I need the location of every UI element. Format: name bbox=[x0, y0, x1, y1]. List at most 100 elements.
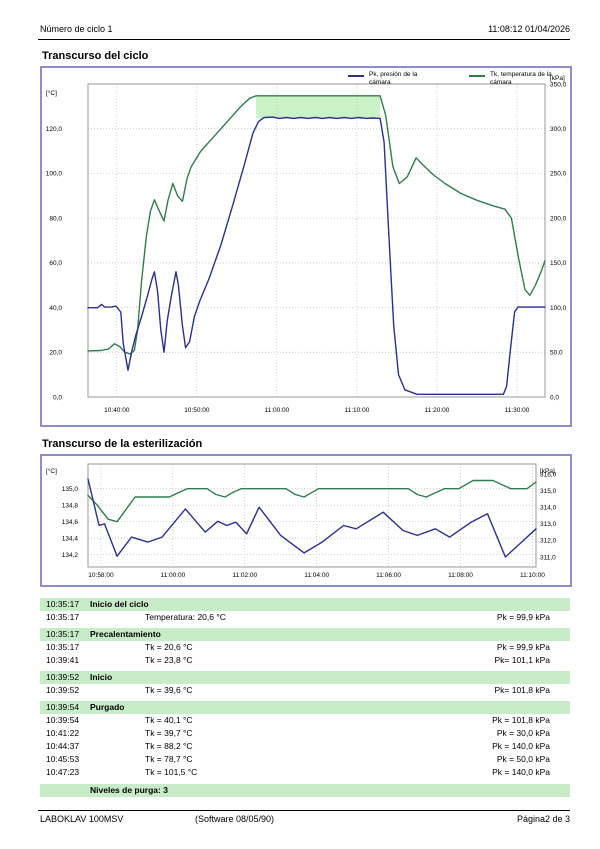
software-version: (Software 08/05/90) bbox=[195, 814, 275, 824]
x-tick-label: 11:00:00 bbox=[264, 407, 289, 414]
x-tick-label: 11:00:00 bbox=[160, 572, 185, 579]
phase-name: Purgado bbox=[90, 702, 125, 712]
legend-label: Tk, temperatura de la cámara bbox=[490, 71, 552, 86]
phase-time: 10:39:52 bbox=[46, 672, 80, 682]
left-tick-label: 40,0 bbox=[49, 305, 62, 312]
phase-header-row: 10:35:17 Inicio del ciclo bbox=[40, 598, 570, 611]
left-tick-label: 134,6 bbox=[62, 519, 79, 526]
event-temperature: Tk = 101,5 °C bbox=[145, 767, 198, 777]
legend-item: Tk, temperatura de la cámara bbox=[469, 71, 556, 87]
event-time: 10:39:41 bbox=[46, 655, 80, 665]
print-timestamp: 11:08:12 01/04/2026 bbox=[488, 24, 570, 34]
right-axis-unit: [kPa] bbox=[550, 75, 565, 82]
event-pressure: Pk = 30,0 kPa bbox=[496, 728, 550, 738]
event-row: 10:45:53 Tk = 78,7 °C Pk = 50,0 kPa bbox=[40, 753, 570, 766]
left-tick-label: 80,0 bbox=[49, 215, 62, 222]
event-time: 10:39:54 bbox=[46, 715, 80, 725]
left-tick-label: 135,0 bbox=[62, 486, 79, 493]
phase-name: Inicio del ciclo bbox=[90, 599, 149, 609]
phase-header-row: 10:39:52 Inicio bbox=[40, 671, 570, 684]
right-tick-label: 316,0 bbox=[540, 471, 557, 478]
right-tick-label: 300,0 bbox=[550, 126, 567, 133]
x-tick-label: 10:50:00 bbox=[184, 407, 210, 414]
legend-line-swatch bbox=[469, 75, 485, 77]
event-temperature: Tk = 78,7 °C bbox=[145, 754, 193, 764]
device-name: LABOKLAV 100MSV bbox=[40, 814, 124, 824]
x-tick-label: 10:40:00 bbox=[104, 407, 130, 414]
legend-label: Pk, presión de la cámara bbox=[369, 71, 418, 86]
event-temperature: Temperatura: 20,6 °C bbox=[145, 612, 226, 622]
sterilization-band bbox=[256, 95, 381, 119]
event-temperature: Tk = 40,1 °C bbox=[145, 715, 193, 725]
left-tick-label: 134,2 bbox=[62, 552, 79, 559]
x-tick-label: 11:10:00 bbox=[520, 572, 545, 579]
page-header: Número de ciclo 1 11:08:12 01/04/2026 bbox=[40, 24, 570, 34]
event-temperature: Tk = 39,7 °C bbox=[145, 728, 193, 738]
phase-header-row: 10:39:54 Purgado bbox=[40, 701, 570, 714]
legend-line-swatch bbox=[348, 75, 364, 77]
x-tick-label: 11:02:00 bbox=[232, 572, 257, 579]
right-tick-label: 312,0 bbox=[540, 538, 557, 545]
event-temperature: Tk = 39,6 °C bbox=[145, 685, 193, 695]
event-pressure: Pk = 101,8 kPa bbox=[492, 715, 550, 725]
event-pressure: Pk = 140,0 kPa bbox=[492, 767, 550, 777]
phase-name: Precalentamiento bbox=[90, 629, 161, 639]
cycle-number-label: Número de ciclo 1 bbox=[40, 24, 113, 34]
cycle-chart: Pk, presión de la cámara Tk, temperatura … bbox=[40, 66, 572, 427]
right-tick-label: 350,0 bbox=[550, 81, 567, 88]
event-row: 10:41:22 Tk = 39,7 °C Pk = 30,0 kPa bbox=[40, 727, 570, 740]
phase-time: 10:39:54 bbox=[46, 702, 80, 712]
header-divider bbox=[38, 39, 570, 40]
event-pressure: Pk = 50,0 kPa bbox=[496, 754, 550, 764]
right-tick-label: 50,0 bbox=[550, 350, 563, 357]
event-time: 10:35:17 bbox=[46, 612, 80, 622]
legend-item: Pk, presión de la cámara bbox=[348, 71, 435, 87]
x-tick-label: 11:06:00 bbox=[376, 572, 401, 579]
plot-border bbox=[87, 83, 546, 398]
sterilization-chart-title: Transcurso de la esterilización bbox=[42, 438, 203, 450]
event-log: 10:35:17 Inicio del ciclo 10:35:17 Temperat… bbox=[40, 594, 570, 797]
sterilization-chart: 134,2 134,4 134,6 134,8 135,0 311,0 312,0 313,0… bbox=[40, 454, 572, 587]
event-temperature: Tk = 23,8 °C bbox=[145, 655, 193, 665]
phase-header-row: 10:35:17 Precalentamiento bbox=[40, 628, 570, 641]
right-tick-label: 150,0 bbox=[550, 260, 567, 267]
event-temperature: Tk = 88,2 °C bbox=[145, 741, 193, 751]
event-time: 10:41:22 bbox=[46, 728, 80, 738]
right-tick-label: 314,0 bbox=[540, 504, 557, 511]
pressure-line bbox=[87, 478, 537, 558]
cycle-chart-title: Transcurso del ciclo bbox=[42, 50, 149, 62]
right-axis-unit: [kPa] bbox=[540, 468, 555, 475]
page-number: Página2 de 3 bbox=[516, 814, 570, 824]
event-row: 10:35:17 Temperatura: 20,6 °C Pk = 99,9 kP… bbox=[40, 611, 570, 624]
left-tick-label: 60,0 bbox=[49, 260, 62, 267]
event-pressure: Pk = 99,9 kPa bbox=[496, 612, 550, 622]
temperature-line bbox=[87, 479, 537, 523]
right-tick-label: 311,0 bbox=[540, 554, 556, 561]
event-time: 10:39:52 bbox=[46, 685, 80, 695]
event-pressure: Pk = 99,9 kPa bbox=[496, 642, 550, 652]
left-tick-label: 100,0 bbox=[46, 171, 63, 178]
purge-summary-row: Niveles de purga: 3 bbox=[40, 784, 570, 797]
event-time: 10:35:17 bbox=[46, 642, 80, 652]
phase-name: Inicio bbox=[90, 672, 113, 682]
temperature-line bbox=[87, 95, 546, 355]
event-row: 10:44:37 Tk = 88,2 °C Pk = 140,0 kPa bbox=[40, 740, 570, 753]
event-pressure: Pk= 101,8 kPa bbox=[494, 685, 550, 695]
event-pressure: Pk= 101,1 kPa bbox=[494, 655, 550, 665]
left-tick-label: 0,0 bbox=[53, 394, 62, 401]
right-tick-label: 100,0 bbox=[550, 305, 567, 312]
right-tick-label: 313,0 bbox=[540, 521, 557, 528]
event-time: 10:47:23 bbox=[46, 767, 80, 777]
left-tick-label: 20,0 bbox=[49, 350, 62, 357]
x-tick-label: 11:30:00 bbox=[505, 407, 530, 414]
right-tick-label: 0,0 bbox=[550, 394, 559, 401]
sterilization-chart-plot: 134,2 134,4 134,6 134,8 135,0 311,0 312,0 313,0… bbox=[46, 463, 557, 579]
event-time: 10:45:53 bbox=[46, 754, 80, 764]
phase-time: 10:35:17 bbox=[46, 629, 80, 639]
cycle-chart-legend: Pk, presión de la cámara Tk, temperatura … bbox=[348, 71, 590, 87]
right-tick-label: 200,0 bbox=[550, 215, 567, 222]
page-footer: LABOKLAV 100MSV (Software 08/05/90) Pági… bbox=[40, 814, 570, 826]
x-tick-label: 10:58:00 bbox=[88, 572, 114, 579]
x-tick-label: 11:20:00 bbox=[425, 407, 450, 414]
